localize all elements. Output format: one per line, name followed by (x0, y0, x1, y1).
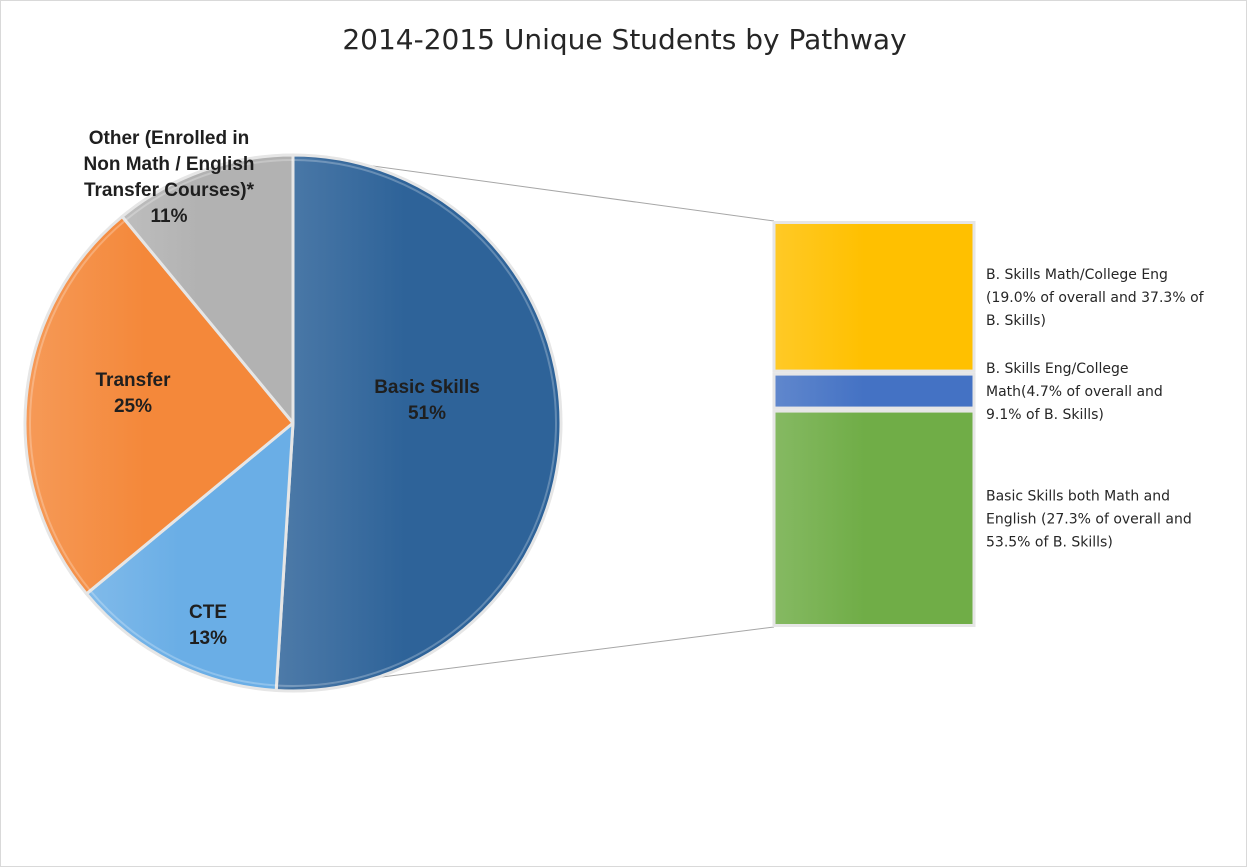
pie-slice-label-other-enrolled-in-non-math-english-transfer-courses: Other (Enrolled in Non Math / English Tran… (84, 128, 255, 227)
pie-slice-bevel (89, 590, 277, 687)
pie-slice-label-cte: CTE 13% (189, 602, 227, 649)
chart-title: 2014-2015 Unique Students by Pathway (342, 23, 907, 56)
bar-segment-b-skills-math-college-eng (772, 221, 976, 373)
bar-segment-label-b-skills-math-college-eng: B. Skills Math/College Eng (19.0% of over… (986, 267, 1205, 329)
pie-slice-label-transfer: Transfer 25% (96, 370, 172, 417)
bar-segment-b-skills-eng-college-math (772, 372, 976, 410)
pie-slice-basic-skills (274, 153, 563, 693)
bar-segment-label-b-skills-eng-college-math: B. Skills Eng/College Math(4.7% of overal… (986, 361, 1163, 423)
pie-slice-bevel (276, 159, 557, 687)
pie-slice-bevel (29, 219, 126, 592)
pie-slice-label-basic-skills: Basic Skills 51% (374, 377, 480, 424)
bar-segment-label-basic-skills-both-math-and-english: Basic Skills both Math and English (27.3%… (986, 488, 1192, 550)
bar-segment-basic-skills-both-math-and-english (772, 409, 976, 627)
pie-slice-cte (85, 421, 295, 692)
pie-slice-transfer (23, 215, 295, 596)
pie-slice-other-enrolled-in-non-math-english-transfer-courses (120, 153, 295, 425)
pie-slice-bevel (124, 159, 294, 222)
